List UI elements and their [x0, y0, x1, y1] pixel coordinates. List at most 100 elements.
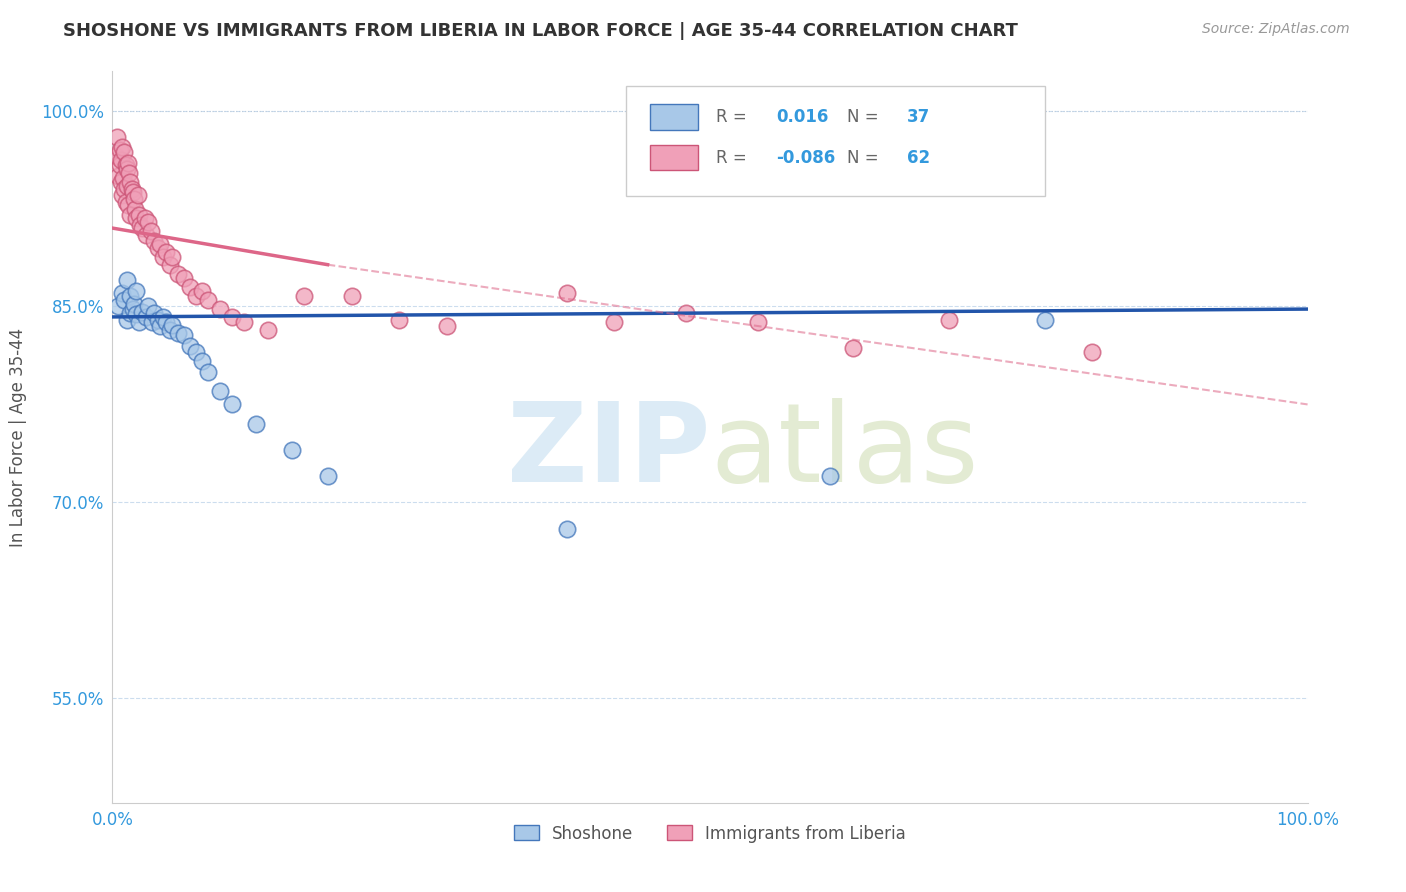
Point — [138, 300, 160, 314]
Point — [1033, 312, 1056, 326]
Point — [167, 267, 190, 281]
Point — [128, 315, 150, 329]
Point — [818, 469, 841, 483]
Text: N =: N = — [848, 149, 879, 167]
Point — [115, 273, 138, 287]
Point — [186, 289, 208, 303]
Point — [124, 202, 146, 216]
Text: R =: R = — [716, 109, 747, 127]
Point — [143, 234, 166, 248]
Point — [603, 315, 626, 329]
Point — [191, 284, 214, 298]
Point — [221, 397, 243, 411]
Text: atlas: atlas — [710, 398, 979, 505]
Point — [131, 221, 153, 235]
Point — [191, 354, 214, 368]
Point — [209, 302, 232, 317]
Point — [105, 129, 128, 144]
Point — [117, 197, 139, 211]
Text: ZIP: ZIP — [506, 398, 710, 505]
Point — [146, 241, 169, 255]
FancyBboxPatch shape — [627, 86, 1045, 195]
Point — [125, 284, 148, 298]
Point — [115, 179, 138, 194]
Point — [110, 175, 132, 189]
Point — [121, 182, 143, 196]
Point — [118, 166, 141, 180]
Point — [122, 297, 145, 311]
Text: -0.086: -0.086 — [776, 149, 835, 167]
Point — [135, 310, 157, 324]
Point — [143, 306, 166, 320]
Point — [114, 293, 135, 307]
Point — [115, 162, 138, 177]
Point — [138, 214, 160, 228]
Point — [134, 211, 156, 225]
FancyBboxPatch shape — [651, 145, 699, 170]
Point — [120, 289, 142, 303]
Point — [159, 323, 181, 337]
Point — [233, 315, 256, 329]
Point — [159, 258, 181, 272]
Point — [112, 171, 135, 186]
Point — [127, 188, 149, 202]
Point — [122, 192, 145, 206]
Point — [197, 293, 219, 307]
Point — [107, 300, 129, 314]
Point — [120, 306, 142, 320]
Point — [173, 328, 195, 343]
Point — [114, 158, 136, 172]
Point — [245, 417, 267, 431]
Point — [316, 469, 339, 483]
Text: R =: R = — [716, 149, 747, 167]
Point — [114, 194, 136, 209]
Point — [340, 289, 363, 303]
Point — [131, 304, 153, 318]
Point — [842, 341, 865, 355]
Point — [125, 211, 148, 225]
Point — [179, 280, 201, 294]
Point — [141, 315, 163, 329]
Point — [155, 315, 177, 329]
Point — [135, 227, 157, 242]
Point — [105, 149, 128, 163]
Point — [388, 312, 411, 326]
Point — [149, 319, 172, 334]
Text: Source: ZipAtlas.com: Source: ZipAtlas.com — [1202, 22, 1350, 37]
Point — [129, 219, 152, 233]
Point — [675, 306, 697, 320]
Point — [108, 158, 131, 172]
Point — [117, 156, 139, 170]
Point — [111, 286, 134, 301]
Point — [111, 188, 134, 202]
Text: 37: 37 — [907, 109, 931, 127]
Point — [152, 250, 174, 264]
Point — [173, 270, 195, 285]
Point — [114, 145, 135, 160]
Point — [938, 312, 960, 326]
Point — [747, 315, 769, 329]
Point — [436, 319, 458, 334]
Point — [146, 312, 169, 326]
Point — [120, 208, 142, 222]
Point — [257, 323, 280, 337]
Point — [149, 236, 172, 251]
Point — [555, 286, 578, 301]
Point — [110, 153, 132, 168]
Point — [114, 182, 135, 196]
Text: N =: N = — [848, 109, 879, 127]
Point — [555, 521, 578, 535]
Point — [186, 345, 208, 359]
Point — [139, 224, 162, 238]
Y-axis label: In Labor Force | Age 35-44: In Labor Force | Age 35-44 — [10, 327, 27, 547]
Point — [108, 143, 131, 157]
Text: SHOSHONE VS IMMIGRANTS FROM LIBERIA IN LABOR FORCE | AGE 35-44 CORRELATION CHART: SHOSHONE VS IMMIGRANTS FROM LIBERIA IN L… — [63, 22, 1018, 40]
Point — [120, 175, 142, 189]
Point — [155, 244, 177, 259]
Point — [121, 302, 143, 317]
Point — [152, 310, 174, 324]
Point — [128, 208, 150, 222]
Text: 62: 62 — [907, 149, 931, 167]
Point — [162, 250, 183, 264]
Point — [281, 443, 304, 458]
